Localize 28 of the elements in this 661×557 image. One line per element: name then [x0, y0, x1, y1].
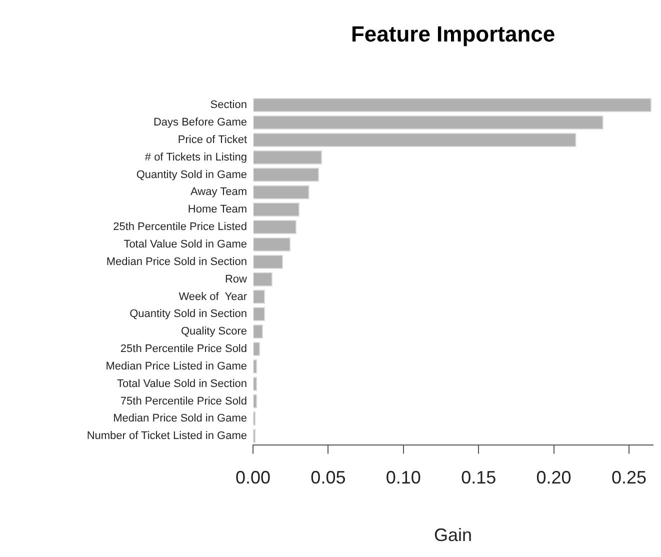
- y-tick-label: 25th Percentile Price Listed: [113, 221, 247, 234]
- y-tick-label: Row: [224, 273, 248, 286]
- y-tick-label: Number of Ticket Listed in Game: [86, 430, 247, 442]
- x-tick-label: 0.25: [611, 468, 647, 488]
- y-tick-label: Week of Year: [178, 290, 248, 303]
- y-tick-label: Median Price Sold in Game: [113, 412, 247, 425]
- x-tick-label: 0.15: [461, 468, 496, 488]
- x-tick-label: 0.10: [386, 468, 421, 488]
- x-tick-label: 0.00: [235, 468, 271, 488]
- y-tick-label: Median Price Listed in Game: [106, 360, 247, 372]
- y-tick-label: Home Team: [188, 204, 247, 216]
- y-tick-label: # of Tickets in Listing: [144, 151, 247, 164]
- y-tick-label: Quantity Sold in Game: [136, 168, 247, 181]
- y-tick-label: 75th Percentile Price Sold: [120, 395, 247, 408]
- y-tick-label: Median Price Sold in Section: [106, 256, 247, 268]
- y-tick-label: Price of Ticket: [178, 134, 247, 146]
- y-tick-label: Section: [210, 99, 247, 112]
- x-tick-label: 0.20: [536, 468, 572, 488]
- x-axis-title: Gain: [434, 525, 472, 546]
- y-tick-label: Total Value Sold in Section: [116, 378, 247, 390]
- y-tick-label: Away Team: [190, 186, 247, 198]
- x-tick-label: 0.05: [310, 468, 346, 488]
- y-tick-label: Days Before Game: [153, 116, 247, 129]
- y-tick-label: Total Value Sold in Game: [124, 238, 247, 250]
- chart-title: Feature Importance: [350, 21, 556, 46]
- y-tick-label: 25th Percentile Price Sold: [120, 343, 247, 356]
- y-tick-label: Quantity Sold in Section: [130, 308, 247, 320]
- y-tick-label: Quality Score: [180, 326, 247, 338]
